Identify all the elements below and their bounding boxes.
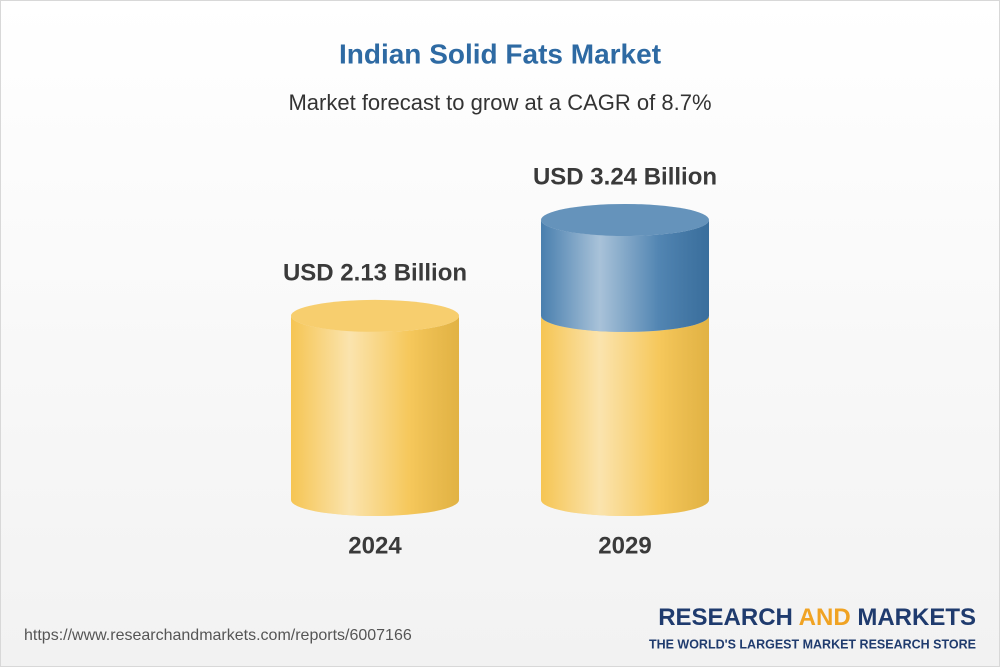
source-url: https://www.researchandmarkets.com/repor… (24, 627, 412, 644)
x-tick-label: 2029 (598, 532, 651, 559)
cylinder-top (541, 204, 709, 236)
brand-middle: AND (799, 604, 851, 631)
value-label: USD 3.24 Billion (533, 163, 717, 190)
cylinder-top-shade (541, 204, 709, 236)
cylinder-shine (541, 315, 709, 516)
cylinder-shine (541, 220, 709, 332)
brand-tagline: THE WORLD'S LARGEST MARKET RESEARCH STOR… (649, 637, 976, 651)
brand: RESEARCH AND MARKETS (658, 604, 976, 631)
cylinder-top-shade (291, 299, 459, 332)
cylinder-shine (291, 315, 459, 516)
chart-title: Indian Solid Fats Market (339, 38, 661, 69)
brand-first: RESEARCH (658, 604, 793, 631)
brand-last: MARKETS (857, 604, 976, 631)
value-label: USD 2.13 Billion (283, 259, 467, 286)
cylinder-top (291, 299, 459, 332)
x-tick-label: 2024 (348, 532, 402, 559)
chart-subtitle: Market forecast to grow at a CAGR of 8.7… (288, 90, 711, 115)
